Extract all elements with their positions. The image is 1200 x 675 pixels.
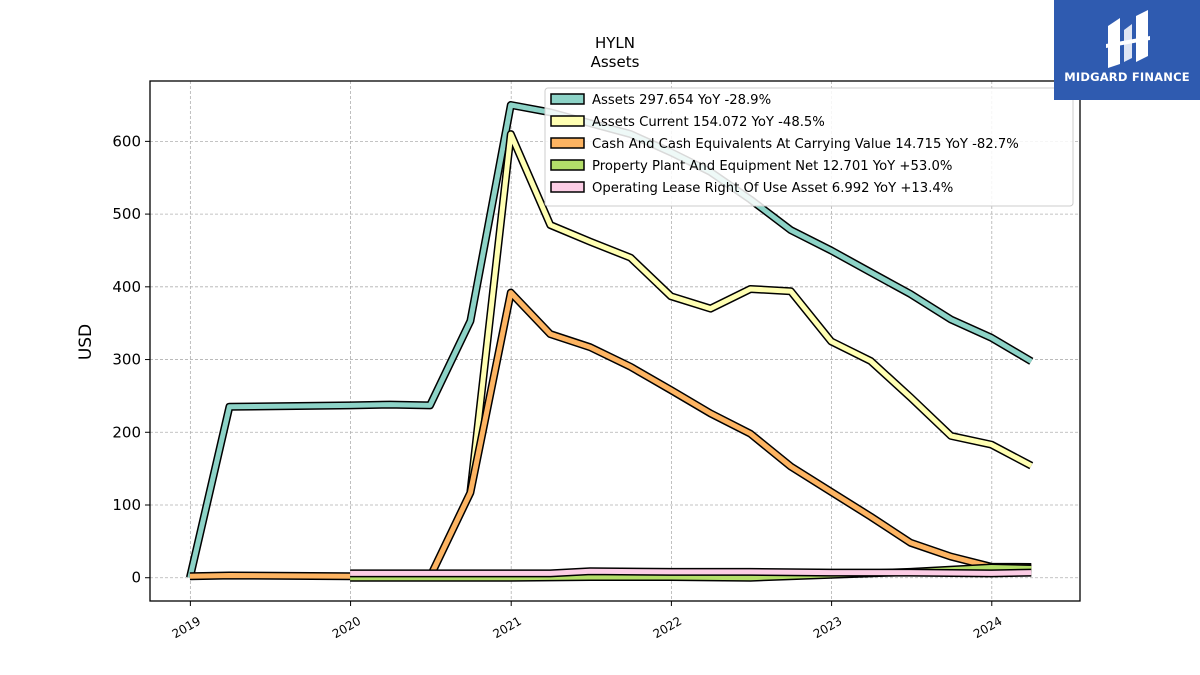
- series-line: [350, 568, 1032, 576]
- y-tick-label: 400: [112, 278, 141, 296]
- legend-entry: Property Plant And Equipment Net 12.701 …: [592, 159, 952, 174]
- legend-box: [544, 87, 1074, 207]
- axes: 2019 2020 2021 2022 2023 2024 0 100 200 300 400 500…: [112, 132, 1004, 641]
- x-tick-label: 2022: [651, 614, 684, 641]
- y-axis-label: USD: [76, 324, 96, 360]
- legend-swatch: [550, 181, 585, 193]
- legend-entry: Cash And Cash Equivalents At Carrying Va…: [592, 137, 1019, 152]
- x-tick-label: 2024: [971, 614, 1004, 641]
- legend-swatch: [550, 93, 585, 105]
- series-line: [189, 290, 1032, 580]
- series-line: [350, 565, 1032, 581]
- legend-entry: Operating Lease Right Of Use Asset 6.992…: [592, 181, 953, 196]
- midgard-logo: MIDGARD FINANCE: [1054, 0, 1200, 100]
- y-tick-label: 0: [131, 569, 141, 587]
- legend-swatch: [550, 115, 585, 127]
- y-tick-label: 200: [112, 423, 141, 441]
- series-line: [467, 131, 1033, 493]
- x-tick-label: 2021: [490, 614, 523, 641]
- legend-entry: Assets 297.654 YoY -28.9%: [592, 93, 771, 108]
- x-tick-label: 2020: [330, 614, 363, 641]
- x-tick-label: 2023: [811, 614, 844, 641]
- x-tick-label: 2019: [170, 614, 203, 641]
- series-line-outline: [189, 288, 1032, 581]
- y-tick-label: 300: [112, 351, 141, 369]
- legend-entry: Assets Current 154.072 YoY -48.5%: [592, 115, 825, 130]
- plot-frame: [149, 80, 1081, 602]
- midgard-logo-icon: [1106, 10, 1150, 68]
- chart-subtitle: Assets: [591, 53, 640, 71]
- logo-text: MIDGARD FINANCE: [1064, 70, 1190, 84]
- chart-title: HYLN: [595, 34, 635, 52]
- legend-swatch: [550, 159, 585, 171]
- y-tick-label: 600: [112, 132, 141, 150]
- legend-swatch: [550, 137, 585, 149]
- y-tick-label: 500: [112, 205, 141, 223]
- y-tick-label: 100: [112, 496, 141, 514]
- legend: Assets 297.654 YoY -28.9% Assets Current …: [544, 87, 1074, 207]
